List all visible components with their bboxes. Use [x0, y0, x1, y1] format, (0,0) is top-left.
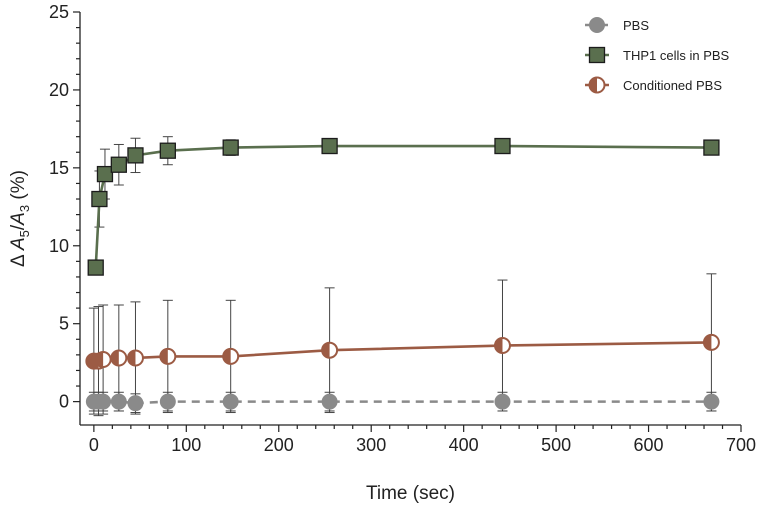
data-point: [702, 333, 720, 351]
data-point: [96, 165, 114, 183]
legend: PBS THP1 cells in PBS Conditioned PBS: [585, 17, 730, 94]
series-conditioned-pbs: [85, 273, 720, 417]
y-title-b: A: [8, 212, 29, 226]
marker-half-fill: [111, 350, 119, 366]
data-point: [159, 347, 177, 365]
series-pbs: [85, 391, 720, 414]
data-point: [321, 393, 338, 410]
legend-label: THP1 cells in PBS: [623, 48, 730, 63]
marker-half-fill: [127, 350, 136, 366]
y-tick-label: 20: [49, 80, 69, 100]
legend-item: THP1 cells in PBS: [585, 46, 730, 64]
series-line: [93, 400, 712, 405]
x-ticks: 0 100 200 300 400 500 600 700: [89, 425, 756, 455]
legend-label: Conditioned PBS: [623, 78, 722, 93]
series-line: [94, 144, 712, 268]
data-point: [703, 139, 720, 156]
x-tick-label: 200: [264, 435, 294, 455]
legend-marker: [589, 17, 605, 33]
data-point: [110, 393, 127, 410]
series-line: [93, 341, 712, 363]
y-title-sub3: 3: [17, 205, 32, 212]
series-layer: [85, 136, 720, 417]
x-tick-label: 300: [356, 435, 386, 455]
data-point: [222, 393, 239, 410]
data-point: [91, 190, 108, 208]
y-tick-label: 25: [49, 2, 69, 22]
data-point: [703, 393, 720, 410]
data-point: [494, 137, 511, 155]
data-point: [321, 137, 338, 155]
legend-item: PBS: [585, 17, 649, 33]
data-point: [222, 347, 240, 365]
y-axis-title: Δ A5/A3 (%): [8, 170, 32, 267]
legend-label: PBS: [623, 18, 649, 33]
y-ticks: 0 5 10 15 20 25: [49, 2, 80, 412]
legend-marker: [588, 46, 606, 64]
marker-half-fill: [160, 348, 168, 364]
data-point: [127, 395, 144, 412]
data-point: [127, 147, 144, 164]
series-thp1-cells-in-pbs: [87, 136, 720, 276]
data-point: [95, 393, 112, 410]
y-title-slash: /: [8, 224, 29, 230]
y-title-a: A: [8, 237, 29, 251]
x-tick-label: 100: [171, 435, 201, 455]
y-tick-label: 0: [59, 392, 69, 412]
x-tick-label: 0: [89, 435, 99, 455]
marker-half-fill: [223, 348, 231, 364]
x-tick-label: 700: [726, 435, 756, 455]
y-title-suffix: (%): [8, 170, 29, 205]
x-axis-title: Time (sec): [366, 483, 455, 504]
legend-marker: [588, 76, 606, 94]
data-point: [493, 337, 511, 355]
data-point: [126, 349, 144, 367]
legend-item: Conditioned PBS: [585, 76, 722, 94]
y-title-sub5: 5: [17, 230, 32, 237]
data-point: [110, 156, 127, 173]
marker-half-fill: [95, 352, 104, 368]
data-point: [94, 351, 112, 369]
data-point: [222, 139, 239, 156]
data-point: [87, 259, 104, 276]
data-point: [159, 142, 176, 159]
axes: 0 100 200 300 400 500 600 700 0 5 10 15 20 25: [49, 2, 756, 455]
y-tick-label: 15: [49, 158, 69, 178]
marker-half-fill: [703, 334, 712, 350]
marker-half-fill: [494, 338, 503, 354]
y-title-prefix: Δ: [8, 250, 29, 267]
marker-half-fill: [322, 342, 330, 358]
data-point: [321, 341, 339, 359]
y-tick-label: 5: [59, 314, 69, 334]
x-tick-label: 500: [541, 435, 571, 455]
x-tick-label: 400: [449, 435, 479, 455]
x-tick-label: 600: [634, 435, 664, 455]
data-point: [159, 393, 176, 410]
y-tick-label: 10: [49, 236, 69, 256]
data-point: [110, 349, 128, 367]
data-point: [494, 393, 511, 410]
marker-half-fill: [589, 77, 597, 93]
